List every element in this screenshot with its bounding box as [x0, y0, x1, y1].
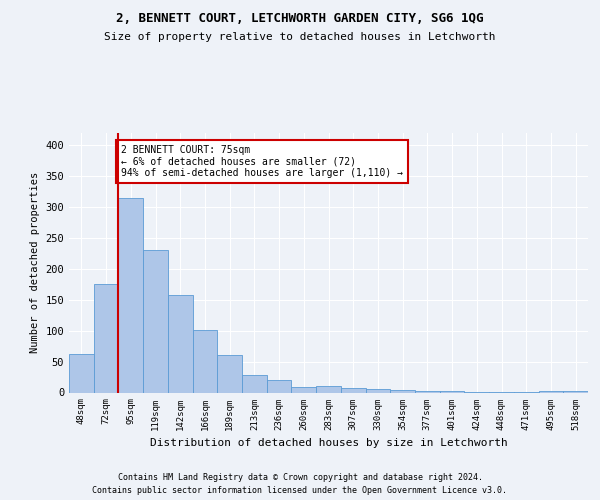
- Bar: [341, 388, 365, 392]
- Text: 2, BENNETT COURT, LETCHWORTH GARDEN CITY, SG6 1QG: 2, BENNETT COURT, LETCHWORTH GARDEN CITY…: [116, 12, 484, 26]
- Y-axis label: Number of detached properties: Number of detached properties: [30, 172, 40, 353]
- Bar: [365, 390, 390, 392]
- Bar: [168, 296, 193, 392]
- Text: Contains HM Land Registry data © Crown copyright and database right 2024.: Contains HM Land Registry data © Crown c…: [118, 472, 482, 482]
- Bar: [193, 330, 217, 392]
- Bar: [118, 198, 143, 392]
- X-axis label: Distribution of detached houses by size in Letchworth: Distribution of detached houses by size …: [149, 438, 508, 448]
- Bar: [316, 386, 341, 392]
- Bar: [143, 250, 168, 392]
- Bar: [292, 387, 316, 392]
- Bar: [267, 380, 292, 392]
- Bar: [415, 390, 440, 392]
- Bar: [242, 375, 267, 392]
- Bar: [94, 284, 118, 393]
- Bar: [390, 390, 415, 392]
- Text: 2 BENNETT COURT: 75sqm
← 6% of detached houses are smaller (72)
94% of semi-deta: 2 BENNETT COURT: 75sqm ← 6% of detached …: [121, 145, 403, 178]
- Text: Size of property relative to detached houses in Letchworth: Size of property relative to detached ho…: [104, 32, 496, 42]
- Bar: [69, 354, 94, 393]
- Bar: [217, 354, 242, 393]
- Text: Contains public sector information licensed under the Open Government Licence v3: Contains public sector information licen…: [92, 486, 508, 495]
- Bar: [539, 390, 563, 392]
